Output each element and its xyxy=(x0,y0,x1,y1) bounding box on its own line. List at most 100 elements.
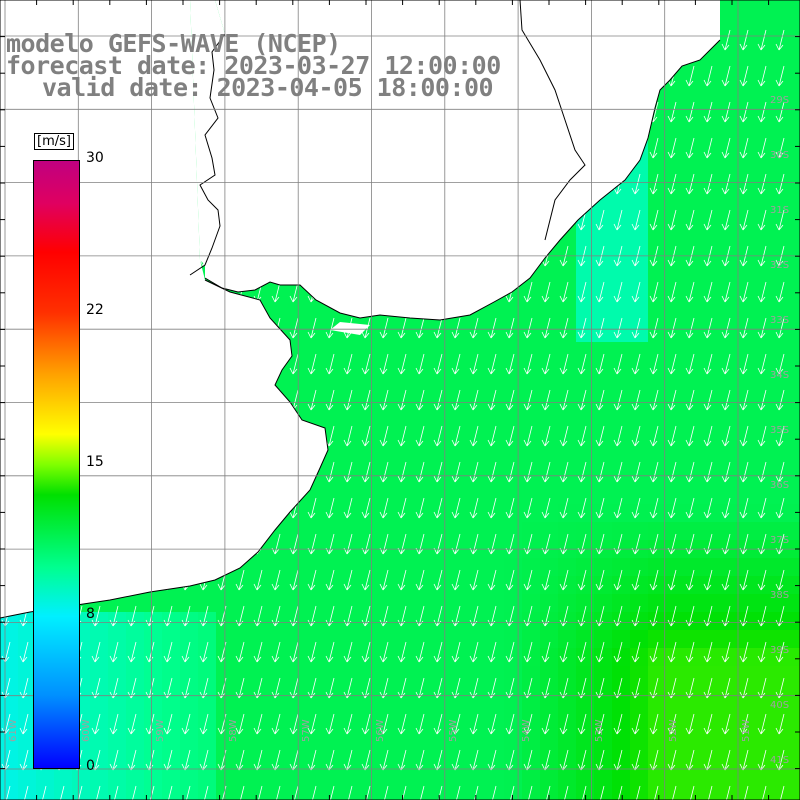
wind-arrow xyxy=(325,461,335,483)
wind-speed-cell xyxy=(738,684,757,703)
wind-arrow xyxy=(505,353,515,375)
wind-arrow xyxy=(667,317,677,339)
wind-speed-cell xyxy=(360,432,379,451)
wind-speed-cell xyxy=(792,198,800,217)
wind-speed-cell xyxy=(342,756,361,775)
wind-speed-cell xyxy=(324,648,343,667)
wind-speed-cell xyxy=(720,0,739,19)
wind-speed-cell xyxy=(414,486,433,505)
wind-speed-cell xyxy=(756,558,775,577)
wind-speed-cell xyxy=(306,324,325,343)
wind-speed-cell xyxy=(738,270,757,289)
wind-speed-cell xyxy=(504,342,523,361)
wind-speed-cell xyxy=(126,648,145,667)
wind-arrow xyxy=(757,569,767,591)
wind-speed-cell xyxy=(666,90,685,109)
wind-arrow xyxy=(775,29,785,51)
wind-speed-cell xyxy=(666,252,685,271)
wind-speed-cell xyxy=(756,306,775,325)
wind-arrow xyxy=(397,497,407,519)
wind-speed-cell xyxy=(108,612,127,631)
wind-speed-cell xyxy=(108,738,127,757)
wind-speed-cell xyxy=(360,792,379,800)
wind-speed-cell xyxy=(216,720,235,739)
wind-arrow xyxy=(649,281,659,303)
wind-speed-cell xyxy=(144,594,163,613)
wind-speed-cell xyxy=(594,252,613,271)
wind-speed-cell xyxy=(594,234,613,253)
wind-speed-cell xyxy=(720,126,739,145)
wind-speed-cell xyxy=(648,252,667,271)
wind-arrow xyxy=(739,641,749,663)
wind-speed-cell xyxy=(684,432,703,451)
wind-speed-cell xyxy=(738,630,757,649)
wind-speed-cell xyxy=(468,612,487,631)
wind-speed-cell xyxy=(432,720,451,739)
wind-speed-cell xyxy=(612,486,631,505)
wind-arrow xyxy=(703,65,713,87)
wind-speed-cell xyxy=(378,738,397,757)
wind-speed-cell xyxy=(144,720,163,739)
wind-speed-cell xyxy=(666,576,685,595)
wind-speed-cell xyxy=(504,774,523,793)
wind-arrow xyxy=(343,461,353,483)
wind-speed-cell xyxy=(522,414,541,433)
wind-speed-cell xyxy=(666,180,685,199)
wind-arrow xyxy=(595,569,605,591)
wind-arrow xyxy=(307,497,317,519)
wind-speed-cell xyxy=(324,720,343,739)
wind-arrow xyxy=(433,497,443,519)
wind-speed-cell xyxy=(270,558,289,577)
longitude-label: 61W xyxy=(8,719,19,742)
wind-speed-cell xyxy=(522,522,541,541)
wind-speed-cell xyxy=(792,270,800,289)
wind-speed-cell xyxy=(594,666,613,685)
wind-speed-cell xyxy=(522,378,541,397)
wind-speed-cell xyxy=(792,756,800,775)
wind-speed-cell xyxy=(612,396,631,415)
wind-speed-cell xyxy=(468,540,487,559)
wind-arrow xyxy=(649,389,659,411)
wind-arrow xyxy=(685,137,695,159)
wind-speed-cell xyxy=(468,324,487,343)
wind-speed-cell xyxy=(270,612,289,631)
wind-speed-cell xyxy=(756,594,775,613)
wind-speed-cell xyxy=(252,648,271,667)
wind-arrow xyxy=(649,425,659,447)
wind-arrow xyxy=(182,785,191,800)
wind-speed-cell xyxy=(162,792,181,800)
wind-speed-cell xyxy=(468,558,487,577)
land-argentina xyxy=(0,0,328,618)
wind-speed-cell xyxy=(504,306,523,325)
wind-speed-cell xyxy=(504,450,523,469)
wind-speed-cell xyxy=(594,486,613,505)
wind-speed-cell xyxy=(360,756,379,775)
wind-speed-cell xyxy=(306,774,325,793)
wind-speed-cell xyxy=(270,720,289,739)
wind-arrow xyxy=(649,713,659,735)
wind-speed-cell xyxy=(648,360,667,379)
wind-speed-cell xyxy=(666,198,685,217)
wind-arrow xyxy=(757,317,767,339)
wind-speed-cell xyxy=(90,720,109,739)
wind-speed-cell xyxy=(684,594,703,613)
wind-speed-cell xyxy=(522,756,541,775)
wind-speed-cell xyxy=(720,270,739,289)
wind-speed-cell xyxy=(612,684,631,703)
wind-arrow xyxy=(469,569,479,591)
wind-speed-cell xyxy=(270,630,289,649)
wind-speed-cell xyxy=(792,18,800,37)
wind-speed-cell xyxy=(486,666,505,685)
wind-speed-cell xyxy=(756,684,775,703)
wind-speed-cell xyxy=(162,720,181,739)
wind-speed-cell xyxy=(252,612,271,631)
wind-speed-cell xyxy=(630,558,649,577)
wind-arrow xyxy=(235,569,245,591)
wind-arrow xyxy=(649,209,659,231)
wind-speed-cell xyxy=(684,72,703,91)
wind-speed-cell xyxy=(702,378,721,397)
wind-arrow xyxy=(433,713,443,735)
wind-speed-cell xyxy=(630,504,649,523)
wind-arrow xyxy=(739,101,749,123)
wind-speed-cell xyxy=(90,612,109,631)
